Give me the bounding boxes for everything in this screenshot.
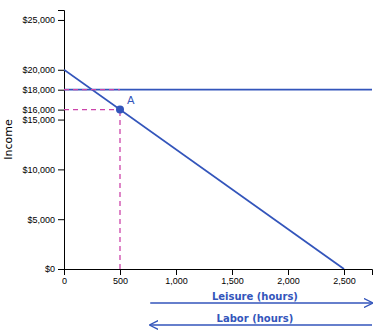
tick-mark: [58, 269, 64, 270]
tick-label: 1,000: [165, 276, 188, 286]
tick-label: $10,000: [22, 165, 55, 175]
tick-mark: [344, 269, 345, 275]
tick-label: $5,000: [27, 215, 55, 225]
tick-label: 1,500: [221, 276, 244, 286]
tick-label: $20,000: [22, 65, 55, 75]
tick: 2,000: [277, 269, 300, 286]
tick-mark: [58, 90, 64, 91]
tick-label: $18,000: [22, 85, 55, 95]
y-axis: $0 $5,000 $10,000 $15,000$16,000 $18,000 $20,…: [22, 11, 64, 275]
tick-label: 2,000: [277, 276, 300, 286]
tick-mark: [58, 219, 64, 220]
point: [116, 106, 124, 114]
tick-label: $15,000: [22, 115, 55, 125]
tick-label: 0: [62, 276, 67, 286]
x-axis: 0 500 1,000 1,500 2,000 2,500: [62, 269, 373, 286]
line: [64, 89, 120, 90]
tick: $20,000: [22, 65, 64, 75]
line: [64, 109, 120, 110]
tick: 0: [62, 269, 67, 286]
tick-mark: [58, 70, 64, 71]
tick-mark: [120, 269, 121, 275]
tick: $0: [45, 264, 64, 274]
line: [64, 70, 344, 269]
arrow-label: Labor (hours): [217, 313, 294, 324]
tick: $5,000: [27, 215, 64, 225]
tick-label: $16,000: [22, 105, 55, 115]
tick: $10,000: [22, 165, 64, 175]
annotation: A: [127, 94, 135, 107]
tick: $18,000: [22, 85, 64, 95]
tick-mark: [232, 269, 233, 275]
plot: 05001,0001,5002,0002,500$0$5,000$10,000$…: [2, 11, 373, 326]
tick-label: 2,500: [333, 276, 356, 286]
tick: 1,000: [165, 269, 188, 286]
tick-mark: [58, 120, 64, 121]
tick-mark: [58, 20, 64, 21]
tick: $25,000: [22, 15, 64, 25]
tick-label: $0: [45, 264, 55, 274]
tick: $15,000: [22, 115, 64, 125]
chart: 05001,0001,5002,0002,500$0$5,000$10,000$…: [0, 0, 390, 335]
y-axis-title: Income: [2, 119, 15, 160]
arrow-label: Leisure (hours): [212, 291, 298, 302]
tick: 1,500: [221, 269, 244, 286]
tick: $16,000: [22, 105, 64, 115]
tick-label: 500: [113, 276, 128, 286]
tick-mark: [288, 269, 289, 275]
tick-mark: [58, 169, 64, 170]
arrow: [150, 302, 372, 303]
y-axis-line: [58, 11, 65, 270]
tick-mark: [176, 269, 177, 275]
tick-mark: [58, 110, 64, 111]
line: [64, 89, 372, 91]
line: [119, 110, 120, 269]
marks: [64, 70, 372, 269]
tick: 500: [113, 269, 128, 286]
tick-label: $25,000: [22, 15, 55, 25]
x-axis-line: [65, 270, 373, 276]
tick: 2,500: [333, 269, 356, 286]
arrow: [150, 324, 372, 325]
